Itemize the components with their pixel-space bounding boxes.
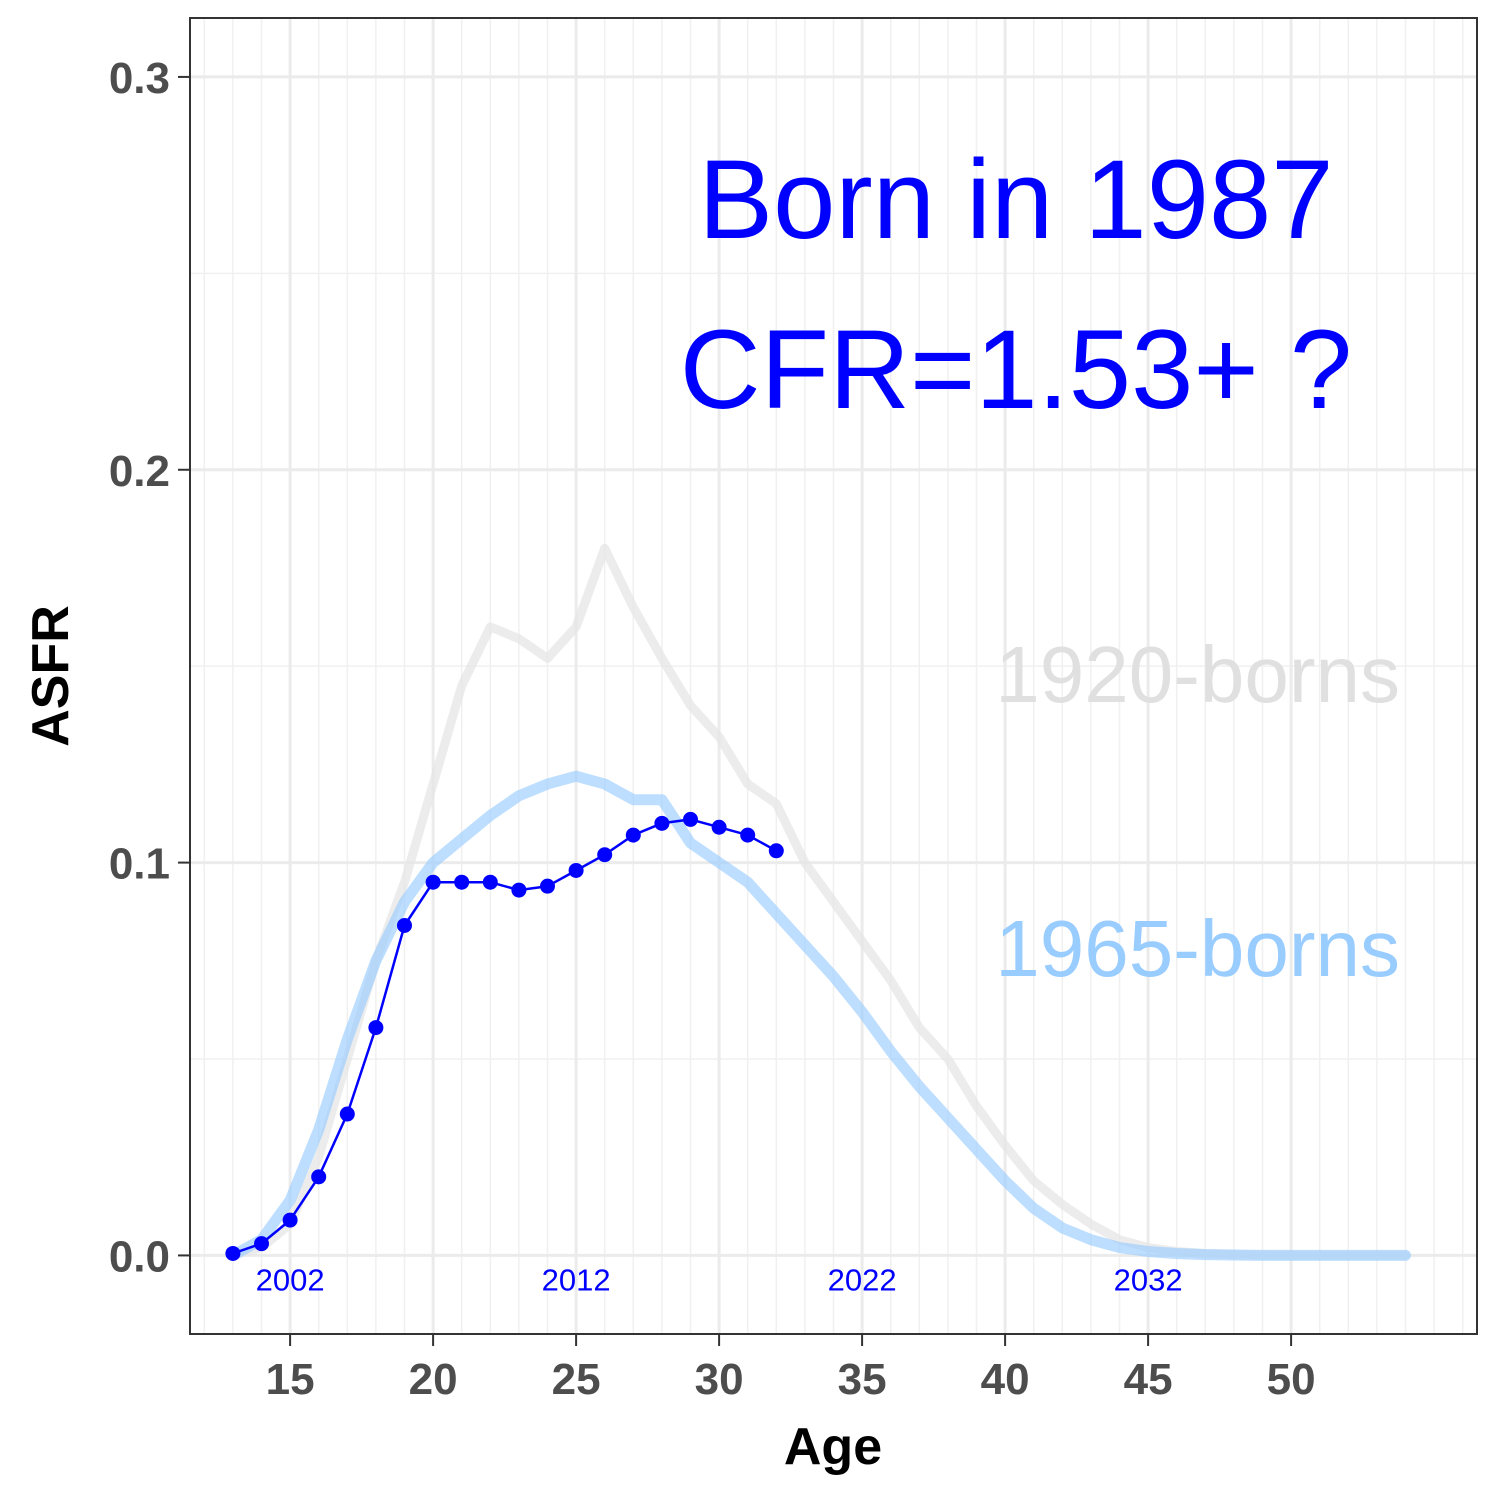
year-label: 2032 [1114,1262,1183,1297]
data-point-1987 [540,878,555,894]
points-layer [225,811,784,1261]
year-label: 2012 [542,1262,611,1297]
data-point-1987 [397,917,412,933]
data-point-1987 [740,827,756,843]
x-tick-label: 45 [1124,1355,1173,1404]
x-tick-label: 15 [266,1355,315,1404]
ticks-layer: 15 20 25 30 35 40 45 50 0.0 0.1 0.2 0.3 [109,54,1316,1404]
series-label-1920: 1920-borns [995,630,1400,719]
data-point-1987 [711,819,727,835]
data-point-1987 [339,1106,355,1122]
y-tick-label: 0.0 [109,1232,170,1281]
data-point-1987 [625,827,641,843]
grid-layer [190,18,1477,1334]
x-tick-label: 40 [981,1355,1030,1404]
x-axis-title: Age [784,1418,882,1476]
data-point-1987 [282,1212,298,1228]
year-label: 2022 [828,1262,897,1297]
title-line-2: CFR=1.53+ ? [680,307,1352,432]
series-label-1965: 1965-borns [995,904,1400,993]
data-point-1987 [254,1236,269,1252]
x-tick-label: 25 [552,1355,601,1404]
data-point-1987 [454,874,470,890]
y-axis-title: ASFR [22,605,80,747]
panel-border [189,17,1478,1335]
data-point-1987 [654,815,670,831]
data-point-1987 [597,847,613,863]
year-label: 2002 [256,1262,325,1297]
data-point-1987 [568,862,584,878]
data-point-1987 [768,843,784,859]
y-tick-label: 0.1 [109,840,170,889]
series-line-1965-borns [227,770,1411,1261]
y-tick-label: 0.2 [109,447,170,496]
x-tick-label: 20 [409,1355,458,1404]
data-point-1987 [482,874,498,890]
x-tick-label: 50 [1267,1355,1316,1404]
data-point-1987 [425,874,441,890]
data-point-1987 [511,882,527,898]
y-tick-label: 0.3 [109,54,170,103]
data-point-1987 [311,1169,327,1185]
data-point-1987 [225,1245,241,1261]
x-tick-label: 35 [838,1355,887,1404]
annotation-layer: Born in 1987 CFR=1.53+ ? 1920-borns 1965… [256,137,1400,1297]
data-point-1987 [368,1020,384,1036]
data-point-1987 [683,811,698,827]
title-line-1: Born in 1987 [698,137,1333,262]
x-tick-label: 30 [695,1355,744,1404]
